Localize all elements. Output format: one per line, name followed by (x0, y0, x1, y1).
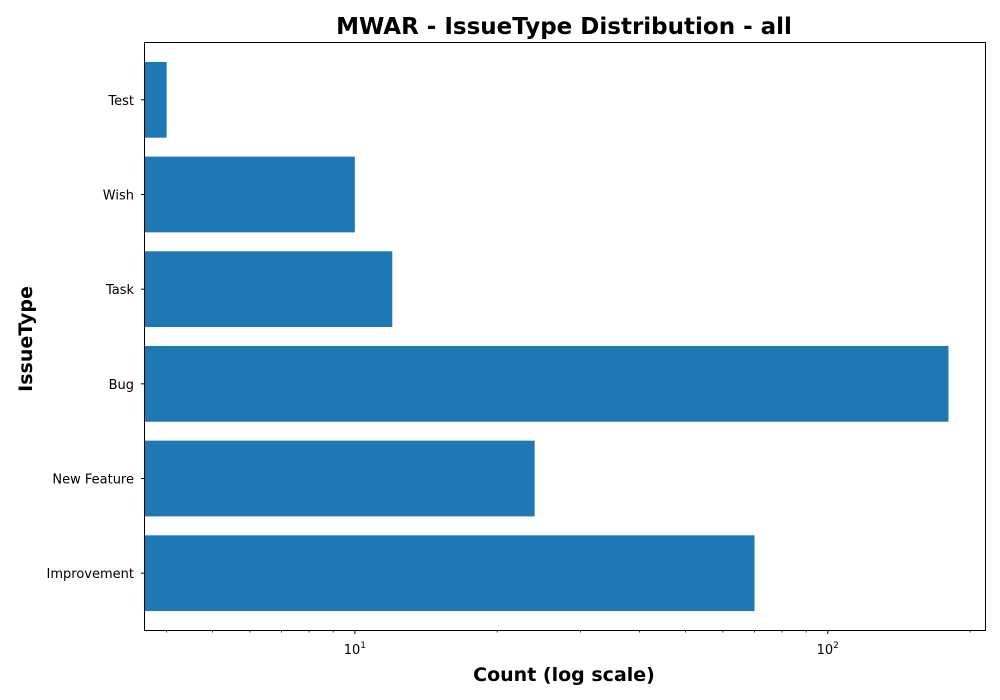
bar-wish (145, 156, 355, 233)
plot-frame (144, 42, 986, 631)
bar-test (145, 61, 167, 138)
y-axis-ticks: Improvement New Feature Bug Task Wish Test (47, 94, 145, 582)
bars-group (145, 61, 949, 612)
y-tick-label-task: Task (105, 283, 135, 298)
x-tick-label-exponent: 1 (360, 641, 366, 651)
bar-new-feature (145, 440, 535, 517)
y-tick-label-test: Test (107, 94, 134, 109)
x-tick-label-base: 10 (817, 643, 834, 658)
bar-task (145, 251, 393, 328)
bar-bug (145, 345, 949, 422)
x-tick-label-exponent: 2 (833, 641, 839, 651)
x-axis-title: Count (log scale) (473, 664, 655, 686)
y-tick-label-bug: Bug (109, 378, 134, 393)
chart-title: MWAR - IssueType Distribution - all (336, 14, 792, 40)
y-tick-label-wish: Wish (103, 188, 134, 203)
y-axis-title: IssueType (15, 286, 37, 392)
x-tick-label-base: 10 (344, 643, 361, 658)
y-tick-label-new-feature: New Feature (52, 473, 134, 488)
x-tick-label: 102 (817, 641, 839, 658)
x-tick-label: 101 (344, 641, 366, 658)
y-tick-label-improvement: Improvement (47, 567, 134, 582)
x-axis-ticks: 101 102 (166, 630, 971, 658)
bar-improvement (145, 535, 755, 612)
